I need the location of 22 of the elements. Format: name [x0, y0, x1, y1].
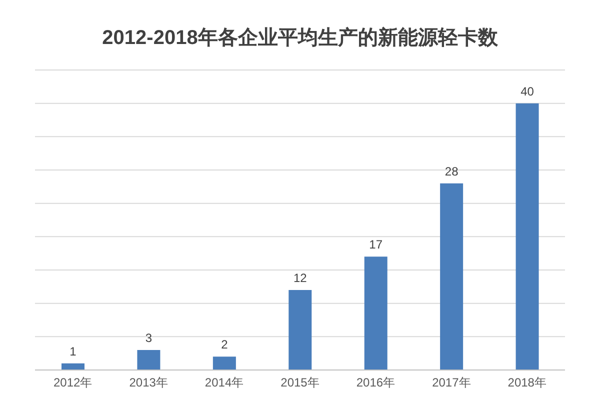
x-tick-label: 2016年 — [356, 376, 396, 390]
x-tick-label: 2015年 — [280, 376, 320, 390]
x-tick-label: 2014年 — [204, 376, 244, 390]
data-label: 17 — [369, 238, 383, 252]
data-label: 1 — [70, 344, 77, 358]
data-label: 28 — [444, 164, 459, 178]
x-tick-label: 2018年 — [508, 376, 546, 390]
bar — [137, 350, 160, 370]
bar — [212, 356, 236, 370]
x-tick-label: 2017年 — [432, 376, 471, 390]
bar — [364, 256, 388, 370]
data-label: 12 — [293, 271, 308, 285]
x-tick-label: 2013年 — [129, 376, 168, 390]
bar — [440, 183, 464, 370]
bar — [62, 363, 84, 370]
data-label: 3 — [145, 331, 152, 345]
chart-title: 2012-2018年各企业平均生产的新能源轻卡数 — [101, 26, 499, 51]
bar — [516, 103, 539, 370]
bar — [288, 290, 312, 370]
data-label: 40 — [520, 84, 534, 98]
x-tick-label: 2012年 — [54, 376, 92, 390]
data-label: 2 — [221, 338, 228, 352]
